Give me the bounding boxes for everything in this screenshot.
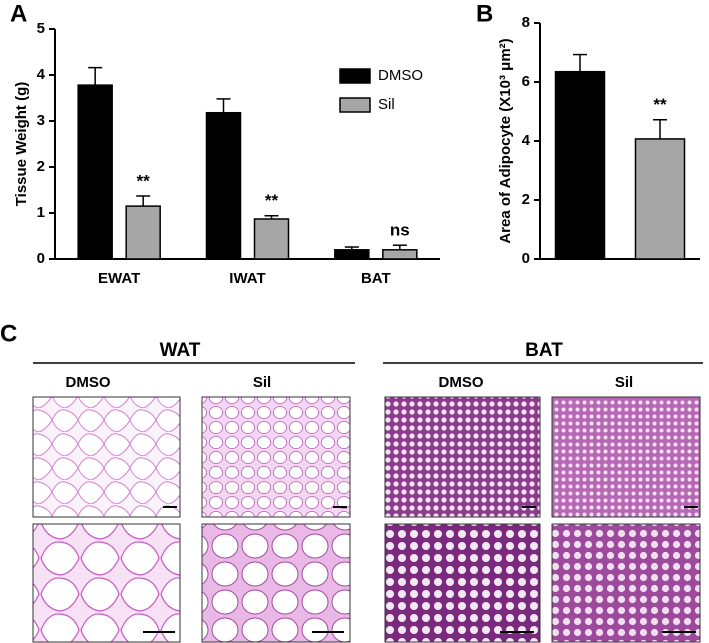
y-tick-label: 8 [522,14,530,31]
bar [554,70,606,260]
significance: ** [137,171,151,190]
significance: ns [390,221,410,240]
bar [77,84,113,260]
micrograph [384,523,541,643]
micrograph [551,396,701,518]
micrograph [32,396,181,518]
x-tick-label: BAT [361,270,391,287]
y-tick-label: 2 [37,158,45,175]
histology-panel: C WAT BAT DMSO Sil DMSO Sil [0,320,703,643]
y-axis-label: Tissue Weight (g) [13,82,30,206]
bar [382,249,418,260]
y-tick-label: 2 [522,191,530,208]
bar [334,249,370,260]
y-axis-label: Area of Adipocyte (X10³ μm²) [497,38,514,243]
micrograph [551,523,701,643]
x-tick-label: IWAT [229,270,265,287]
panel-label: A [10,0,27,27]
panel-label: B [476,0,493,27]
bar [634,138,686,260]
y-tick-label: 4 [522,132,531,149]
bar [125,205,161,260]
column-title: Sil [253,374,271,391]
column-title: Sil [615,374,633,391]
legend-swatch [339,68,371,84]
legend-label: DMSO [378,67,423,84]
micrograph [201,396,351,518]
y-tick-label: 0 [37,250,45,267]
y-tick-label: 6 [522,73,530,90]
significance: ** [265,191,279,210]
y-tick-label: 0 [522,250,530,267]
significance: ** [653,95,667,114]
panel-label: C [0,320,17,347]
y-tick-label: 1 [37,204,45,221]
column-title: DMSO [439,374,484,391]
group-title: BAT [525,340,563,361]
y-tick-label: 4 [37,66,46,83]
legend-label: Sil [378,96,395,113]
micrograph [201,523,351,643]
micrograph [32,523,181,643]
y-tick-label: 3 [37,112,45,129]
column-title: DMSO [66,374,111,391]
y-tick-label: 5 [37,20,45,37]
bar [253,218,290,260]
legend-swatch [339,97,371,113]
micrograph [384,396,541,518]
bar [205,111,242,260]
group-title: WAT [160,340,201,361]
x-tick-label: EWAT [98,270,140,287]
scale-bars [143,506,698,633]
